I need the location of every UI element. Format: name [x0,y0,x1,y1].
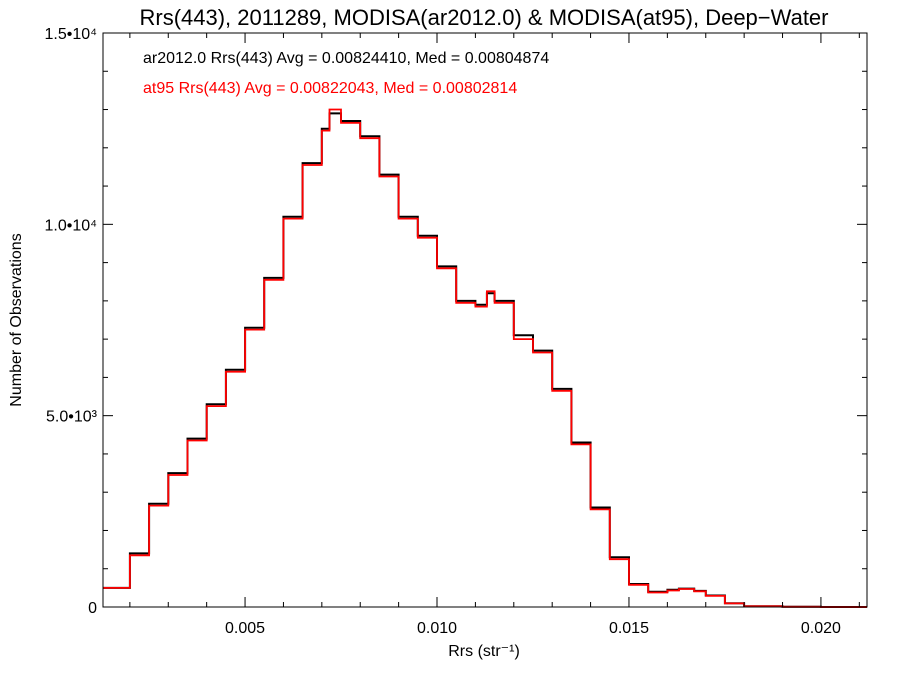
x-axis-label: Rrs (str⁻¹) [448,643,520,660]
x-tick-label: 0.010 [417,620,457,637]
y-tick-label: 1.0•10⁴ [44,217,97,234]
tick-layer: 0.005 0.010 0.015 0.020 0 5.0•10³ 1.0•10⁴ 1.5•1… [44,26,867,637]
chart-title: Rrs(443), 2011289, MODISA(ar2012.0) & MO… [139,5,828,30]
x-tick-label: 0.020 [801,620,841,637]
series-layer [103,108,867,608]
y-tick-label: 0 [88,600,97,617]
x-tick-label: 0.005 [225,620,265,637]
x-tick-label: 0.015 [609,620,649,637]
legend-entry-at95: at95 Rrs(443) Avg = 0.00822043, Med = 0.… [143,80,517,97]
legend-entry-ar2012: ar2012.0 Rrs(443) Avg = 0.00824410, Med … [143,50,549,67]
series-line-1 [103,108,867,608]
series-line-0 [103,112,867,608]
y-axis-label: Number of Observations [8,233,25,406]
y-tick-label: 1.5•10⁴ [44,26,97,43]
y-tick-label: 5.0•10³ [46,409,98,426]
plot-frame [102,32,868,608]
